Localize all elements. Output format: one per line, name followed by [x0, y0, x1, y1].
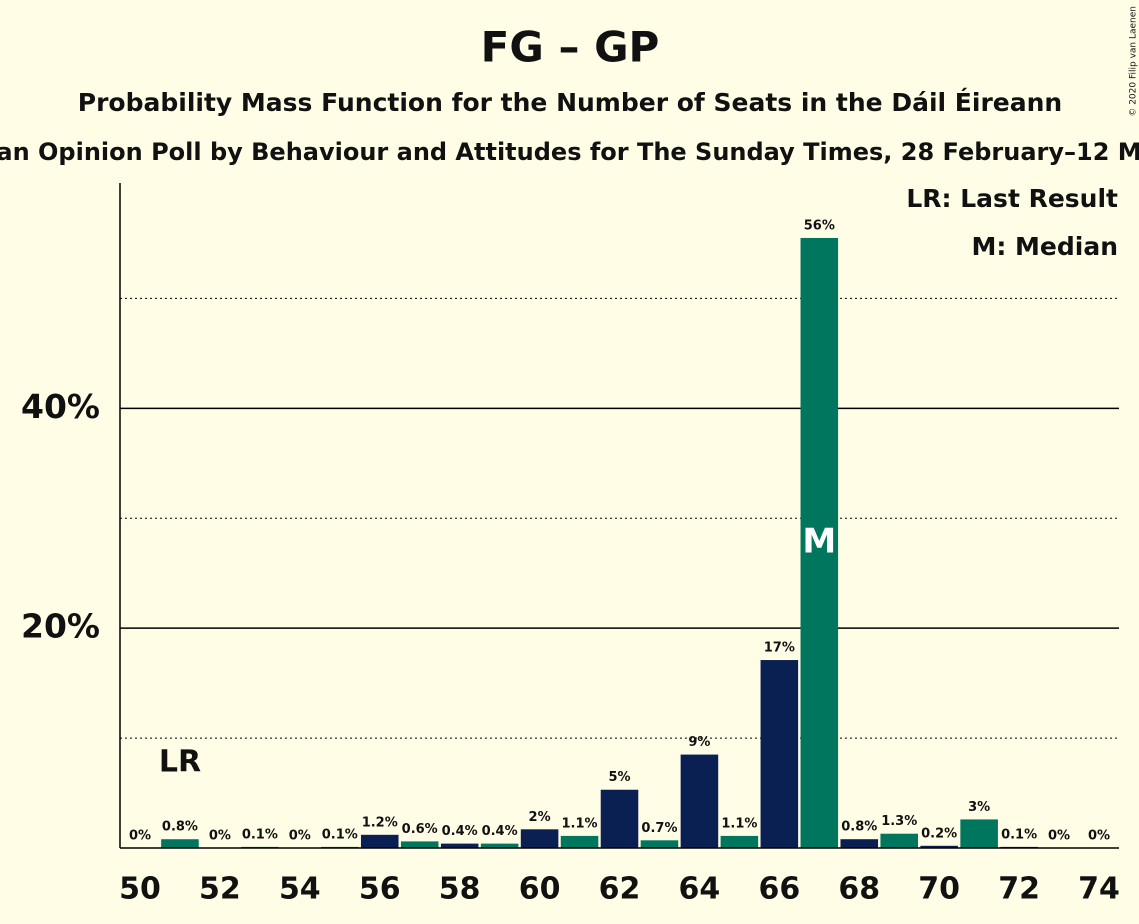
- value-label: 0.6%: [402, 822, 438, 837]
- bar: [440, 843, 479, 848]
- value-label: 0.1%: [242, 827, 278, 842]
- bar: [960, 819, 998, 848]
- median-label: M: [802, 521, 836, 561]
- value-label: 0.8%: [162, 820, 198, 835]
- bar: [760, 660, 799, 848]
- x-tick-label: 62: [599, 872, 641, 907]
- value-label: 56%: [804, 218, 835, 233]
- legend-entry: M: Median: [971, 232, 1118, 261]
- x-tick-label: 54: [279, 872, 321, 907]
- bar: [520, 829, 559, 848]
- legend-entry: LR: Last Result: [906, 184, 1118, 213]
- x-tick-label: 52: [199, 872, 241, 907]
- bar: [880, 833, 919, 848]
- value-label: 1.1%: [562, 816, 598, 831]
- bar: [560, 835, 599, 848]
- x-tick-label: 56: [359, 872, 401, 907]
- value-label: 1.2%: [362, 815, 398, 830]
- value-label: 0.2%: [921, 826, 957, 841]
- chart-subtitle: Probability Mass Function for the Number…: [78, 88, 1062, 117]
- bar: [920, 845, 958, 848]
- value-label: 1.1%: [721, 816, 757, 831]
- value-label: 0%: [289, 829, 311, 844]
- bar: [840, 839, 879, 848]
- chart-title: FG – GP: [481, 23, 660, 72]
- value-label: 0%: [1048, 829, 1070, 844]
- value-label: 0%: [209, 829, 231, 844]
- value-label: 0.4%: [482, 824, 518, 839]
- last-result-label: LR: [159, 745, 201, 780]
- value-label: 0.7%: [641, 821, 677, 836]
- bar: [800, 237, 839, 848]
- x-tick-label: 74: [1078, 872, 1120, 907]
- chart-subtitle: Based on an Opinion Poll by Behaviour an…: [0, 138, 1139, 166]
- x-tick-label: 70: [918, 872, 960, 907]
- bar: [161, 839, 199, 848]
- x-tick-label: 66: [758, 872, 800, 907]
- x-tick-label: 72: [998, 872, 1040, 907]
- value-label: 0.4%: [442, 824, 478, 839]
- bar: [480, 843, 519, 848]
- bar: [360, 834, 399, 848]
- value-label: 0.1%: [322, 827, 358, 842]
- value-label: 3%: [968, 800, 990, 815]
- x-tick-label: 68: [838, 872, 880, 907]
- y-tick-label: 20%: [21, 607, 100, 646]
- bar: [640, 840, 679, 848]
- value-label: 5%: [608, 770, 630, 785]
- x-tick-label: 58: [439, 872, 481, 907]
- value-label: 0.1%: [1001, 827, 1037, 842]
- value-label: 0%: [129, 829, 151, 844]
- value-label: 17%: [764, 641, 795, 656]
- bar: [400, 841, 439, 848]
- bar: [680, 754, 719, 848]
- x-tick-label: 60: [519, 872, 561, 907]
- bar: [720, 835, 759, 848]
- x-tick-label: 64: [679, 872, 721, 907]
- value-label: 9%: [688, 735, 710, 750]
- copyright: © 2020 Filip van Laenen: [1129, 6, 1139, 117]
- bar: [600, 789, 639, 848]
- x-tick-label: 50: [119, 872, 161, 907]
- value-label: 2%: [529, 810, 551, 825]
- y-tick-label: 40%: [21, 387, 100, 426]
- value-label: 1.3%: [881, 814, 917, 829]
- value-label: 0.8%: [841, 820, 877, 835]
- value-label: 0%: [1088, 829, 1110, 844]
